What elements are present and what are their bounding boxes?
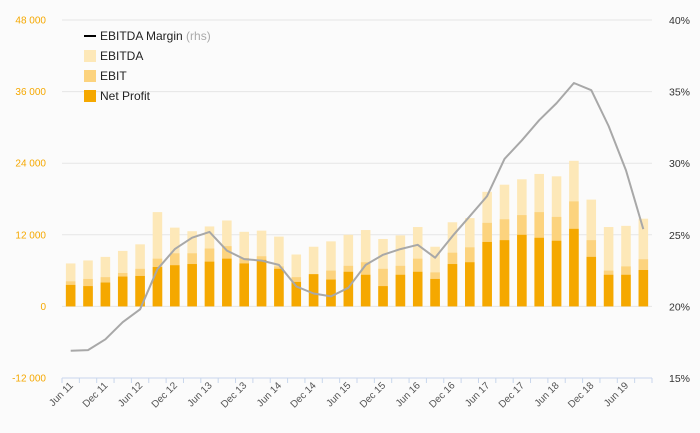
y-tick-label-right: 25% <box>669 230 690 242</box>
bar-net-profit <box>291 281 302 307</box>
bar-net-profit <box>187 264 197 307</box>
x-tick-label: Dec 15 <box>358 380 388 410</box>
bars <box>65 160 649 307</box>
bar-net-profit <box>274 268 284 307</box>
bar-net-profit <box>326 279 336 307</box>
y-tick-label-left: 12 000 <box>15 230 46 241</box>
bar-net-profit <box>465 262 475 307</box>
x-tick-label: Jun 18 <box>533 380 562 409</box>
y-tick-label-right: 15% <box>669 373 690 385</box>
bar-net-profit <box>204 261 215 307</box>
bar-net-profit <box>447 264 458 307</box>
bar-net-profit <box>378 286 388 307</box>
x-tick-label: Dec 11 <box>81 380 111 410</box>
legend-net-profit-swatch <box>84 90 96 102</box>
x-tick-label: Dec 13 <box>219 380 249 410</box>
y-tick-label-right: 30% <box>669 158 690 170</box>
legend: EBITDA Margin (rhs) EBITDA EBIT Net Prof… <box>84 29 211 103</box>
bar-net-profit <box>430 278 440 307</box>
y-tick-label-left: 48 000 <box>15 16 46 27</box>
bar-net-profit <box>603 274 614 307</box>
legend-ebit-swatch <box>84 70 96 82</box>
x-tick-label: Jun 17 <box>463 380 492 409</box>
y-tick-label-left: 0 <box>40 302 46 313</box>
legend-ebit-label: EBIT <box>100 69 127 83</box>
bar-net-profit <box>100 282 111 307</box>
y-tick-label-right: 35% <box>669 87 690 99</box>
bar-net-profit <box>412 271 423 307</box>
x-tick-label: Dec 18 <box>566 380 596 410</box>
bar-net-profit <box>638 270 649 307</box>
y-tick-label-right: 40% <box>669 15 690 27</box>
bar-net-profit <box>256 259 267 307</box>
x-tick-label: Jun 14 <box>255 380 284 409</box>
x-tick-label: Jun 12 <box>116 380 145 409</box>
ebitda-margin-line <box>70 82 645 352</box>
bar-net-profit <box>517 234 527 307</box>
x-tick-label: Dec 12 <box>150 380 180 410</box>
x-tick-label: Jun 19 <box>602 380 631 409</box>
x-tick-label: Jun 15 <box>324 380 353 409</box>
bar-net-profit <box>308 274 319 307</box>
bar-net-profit <box>117 276 128 307</box>
legend-ebitda-margin-label: EBITDA Margin (rhs) <box>100 29 211 43</box>
bar-net-profit <box>239 263 249 307</box>
bar-net-profit <box>343 271 354 307</box>
y-tick-label-left: -12 000 <box>12 374 46 385</box>
bar-ebitda <box>603 227 614 307</box>
bar-net-profit <box>135 275 145 307</box>
margin-line-group <box>70 82 645 352</box>
y-tick-label-left: 24 000 <box>15 159 46 170</box>
y-tick-label-left: 36 000 <box>15 87 46 98</box>
y-tick-label-right: 20% <box>669 301 690 313</box>
legend-ebitda-swatch <box>84 50 96 62</box>
x-tick-label: Dec 14 <box>289 380 319 410</box>
legend-net-profit-label: Net Profit <box>100 89 151 103</box>
x-tick-label: Jun 13 <box>186 380 215 409</box>
x-tick-label: Dec 16 <box>427 380 457 410</box>
bar-net-profit <box>360 274 371 307</box>
bar-ebitda <box>621 225 631 307</box>
bar-net-profit <box>482 241 492 307</box>
gridlines <box>62 19 652 379</box>
bar-net-profit <box>222 258 232 307</box>
legend-ebitda-label: EBITDA <box>100 49 143 63</box>
bar-net-profit <box>534 237 544 307</box>
bar-net-profit <box>499 240 510 307</box>
bar-net-profit <box>551 240 562 307</box>
x-tick-label: Jun 11 <box>47 380 76 409</box>
bar-net-profit <box>65 284 76 307</box>
bar-net-profit <box>586 256 597 307</box>
x-tick-label: Dec 17 <box>497 380 527 410</box>
bar-net-profit <box>170 265 180 307</box>
bar-net-profit <box>83 286 93 307</box>
bar-net-profit <box>621 274 631 307</box>
bar-net-profit <box>395 274 406 307</box>
bar-net-profit <box>152 267 163 307</box>
x-tick-label: Jun 16 <box>394 380 423 409</box>
bar-net-profit <box>569 228 579 307</box>
